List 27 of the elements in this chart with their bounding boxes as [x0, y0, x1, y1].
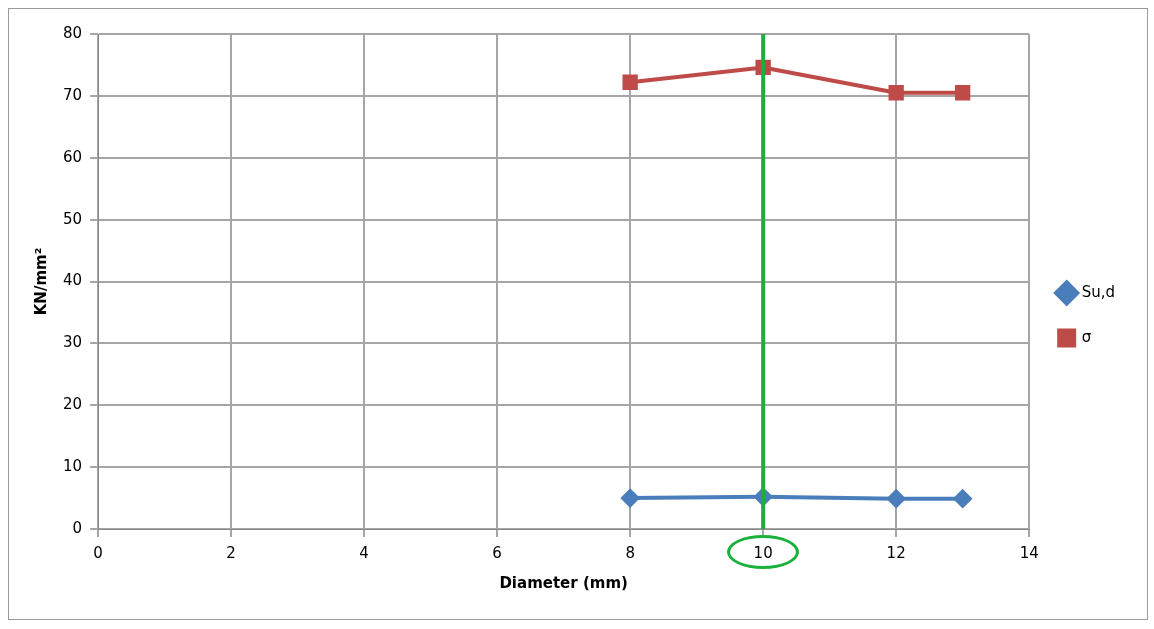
x-tick-label: 12 — [886, 543, 906, 562]
y-tick-label: 0 — [72, 518, 83, 537]
y-tick-label: 20 — [62, 395, 83, 414]
x-tick-label: 8 — [625, 543, 635, 562]
y-tick-label: 40 — [62, 271, 83, 290]
x-tick-label: 4 — [359, 543, 369, 562]
y-tick-label: 30 — [62, 333, 83, 352]
point — [888, 85, 904, 101]
legend-label: Su,d — [1081, 282, 1116, 301]
x-axis-title: Diameter (mm) — [499, 573, 628, 592]
point — [887, 489, 906, 508]
point — [955, 85, 971, 101]
x-tick-label: 10 — [753, 543, 773, 562]
y-tick-label: 10 — [62, 457, 83, 476]
point — [953, 489, 972, 508]
y-tick-label: 80 — [62, 23, 83, 42]
point — [621, 489, 640, 508]
y-axis-title: KN/mm² — [31, 247, 50, 316]
x-tick-label: 0 — [93, 543, 103, 562]
point — [622, 74, 638, 90]
x-tick-label: 14 — [1019, 543, 1039, 562]
y-tick-label: 70 — [62, 85, 83, 104]
x-tick-label: 6 — [492, 543, 502, 562]
y-tick-label: 60 — [62, 147, 83, 166]
x-tick-label: 2 — [226, 543, 236, 562]
y-tick-label: 50 — [62, 209, 83, 228]
legend-label: σ — [1081, 327, 1092, 346]
